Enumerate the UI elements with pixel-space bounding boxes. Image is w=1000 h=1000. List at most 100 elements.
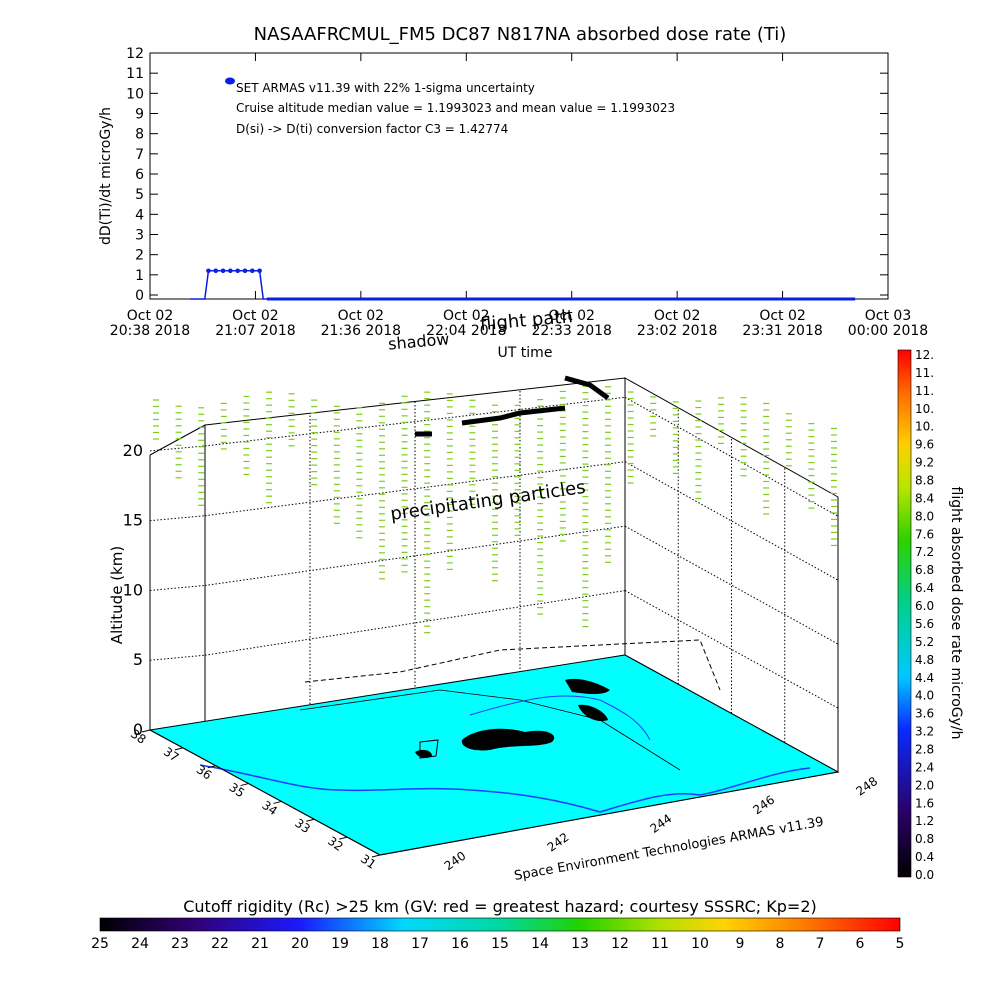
rigidity-colorbar-tick-label: 17 — [411, 936, 429, 952]
rigidity-colorbar-tick-label: 12 — [611, 936, 629, 952]
dose-colorbar-tick-label: 2.4 — [915, 760, 934, 774]
altitude-tick-label: 5 — [133, 650, 143, 669]
flight-shadow-ground — [304, 639, 721, 691]
x-tick-label: Oct 02 — [338, 308, 384, 324]
latitude-tick — [273, 800, 282, 804]
grid-line — [149, 584, 206, 591]
latitude-tick — [207, 765, 216, 769]
dose-patch — [461, 728, 555, 751]
latitude-tick — [339, 836, 348, 840]
rigidity-colorbar-tick-label: 18 — [371, 936, 389, 952]
altitude-map-3d: flight path shadow precipitating particl… — [108, 306, 880, 884]
grid-line — [204, 590, 626, 656]
data-point — [228, 268, 233, 274]
grid-line — [624, 525, 839, 645]
x-axis-label: UT time — [498, 345, 553, 361]
x-tick-label: Oct 02 — [548, 308, 594, 324]
rigidity-colorbar-tick-label: 14 — [531, 936, 549, 952]
longitude-tick-label: 242 — [545, 830, 572, 855]
coastline — [199, 764, 811, 813]
dose-colorbar-tick-label: 4.0 — [915, 689, 934, 703]
floor-edge-right — [379, 771, 839, 856]
dose-colorbar-tick-label: 11. — [915, 384, 934, 398]
left-top-edge — [149, 424, 206, 456]
x-tick-label: 23:02 2018 — [637, 323, 717, 339]
x-tick-label: Oct 02 — [759, 308, 805, 324]
rigidity-colorbar-tick-label: 11 — [651, 936, 669, 952]
dose-colorbar-tick-label: 2.0 — [915, 778, 934, 792]
x-tick-label: Oct 02 — [232, 308, 278, 324]
dose-colorbar-tick-label: 12. — [915, 348, 934, 362]
dose-colorbar-ticks: 0.0 0.4 0.8 1.2 1.6 2.0 2.4 2.8 3.2 3.6 4.0 4.4 4.8 5… — [915, 348, 934, 882]
latitude-tick-label: 31 — [358, 852, 379, 872]
grid-line — [204, 396, 626, 447]
y-tick-label: 1 — [135, 268, 144, 284]
dose-colorbar-tick-label: 6.4 — [915, 581, 934, 595]
dose-colorbar-tick-label: 8.8 — [915, 474, 934, 488]
legend-line-1: SET ARMAS v11.39 with 22% 1-sigma uncert… — [236, 81, 535, 95]
data-point — [235, 268, 240, 274]
altitude-tick-label: 15 — [123, 511, 143, 530]
grid-line — [624, 461, 839, 581]
y-tick-label: 11 — [126, 66, 144, 82]
rigidity-colorbar-scale — [99, 917, 901, 932]
x-tick-label: 22:04 2018 — [426, 323, 506, 339]
dose-colorbar-scale — [897, 349, 912, 878]
flight-path-aloft — [415, 375, 610, 437]
x-tick-label: 22:33 2018 — [531, 323, 611, 339]
dose-colorbar-tick-label: 10. — [915, 402, 934, 416]
shadow-label: shadow — [387, 329, 450, 353]
dose-patch — [578, 704, 608, 722]
rigidity-colorbar-tick-label: 15 — [491, 936, 509, 952]
grid-line — [204, 461, 626, 517]
data-point — [249, 268, 255, 274]
longitude-tick-label: 240 — [442, 849, 469, 874]
grid-line — [149, 445, 206, 452]
x-tick-label: 23:31 2018 — [742, 323, 822, 339]
y-tick-label: 2 — [135, 248, 144, 264]
dose-colorbar-tick-label: 4.8 — [915, 653, 934, 667]
data-point — [206, 268, 211, 274]
dose-colorbar-tick-label: 9.2 — [915, 456, 934, 470]
longitude-tick-label: 248 — [853, 774, 880, 799]
floor-edge-front — [149, 729, 381, 856]
altitude-tick-label: 20 — [123, 441, 143, 460]
latitude-tick — [174, 747, 183, 751]
y-tick-label: 4 — [135, 207, 144, 223]
rigidity-colorbar-tick-label: 23 — [171, 936, 189, 952]
series-line — [190, 270, 856, 300]
dose-colorbar-tick-label: 2.8 — [915, 742, 934, 756]
terrain-feature — [299, 689, 681, 771]
grid-line — [149, 515, 206, 522]
dose-colorbar-tick-label: 9.6 — [915, 438, 934, 452]
data-point — [220, 268, 226, 274]
terrain-feature — [469, 695, 651, 741]
altitude-axis: 0 5 10 15 20 — [123, 441, 143, 739]
dose-colorbar-tick-label: 8.4 — [915, 491, 934, 505]
rigidity-colorbar-tick-label: 13 — [571, 936, 589, 952]
latitude-tick — [240, 783, 249, 787]
dose-colorbar-tick-label: 0.0 — [915, 868, 934, 882]
rigidity-colorbar-tick-label: 25 — [91, 936, 109, 952]
x-tick-label: Oct 03 — [865, 308, 911, 324]
dose-colorbar-tick-label: 4.4 — [915, 671, 934, 685]
y-tick-label: 3 — [135, 228, 144, 244]
data-point — [242, 268, 248, 274]
rigidity-colorbar-tick-label: 19 — [331, 936, 349, 952]
rigidity-colorbar-tick-label: 20 — [291, 936, 309, 952]
grid-line — [149, 654, 206, 661]
x-tick-label: 21:36 2018 — [321, 323, 401, 339]
rigidity-colorbar-tick-label: 22 — [211, 936, 229, 952]
grid-line — [204, 525, 626, 586]
dose-patch — [565, 678, 610, 694]
latitude-tick-label: 32 — [325, 834, 346, 854]
flight-path-segment — [461, 405, 566, 426]
latitude-tick-label: 33 — [292, 816, 313, 836]
longitude-tick-label: 246 — [751, 793, 778, 818]
rigidity-colorbar-tick-label: 16 — [451, 936, 469, 952]
chart-title: NASAAFRCMUL_FM5 DC87 N817NA absorbed dos… — [254, 24, 787, 45]
flight-path-segment — [564, 375, 610, 401]
rigidity-colorbar-tick-label: 9 — [736, 936, 745, 952]
